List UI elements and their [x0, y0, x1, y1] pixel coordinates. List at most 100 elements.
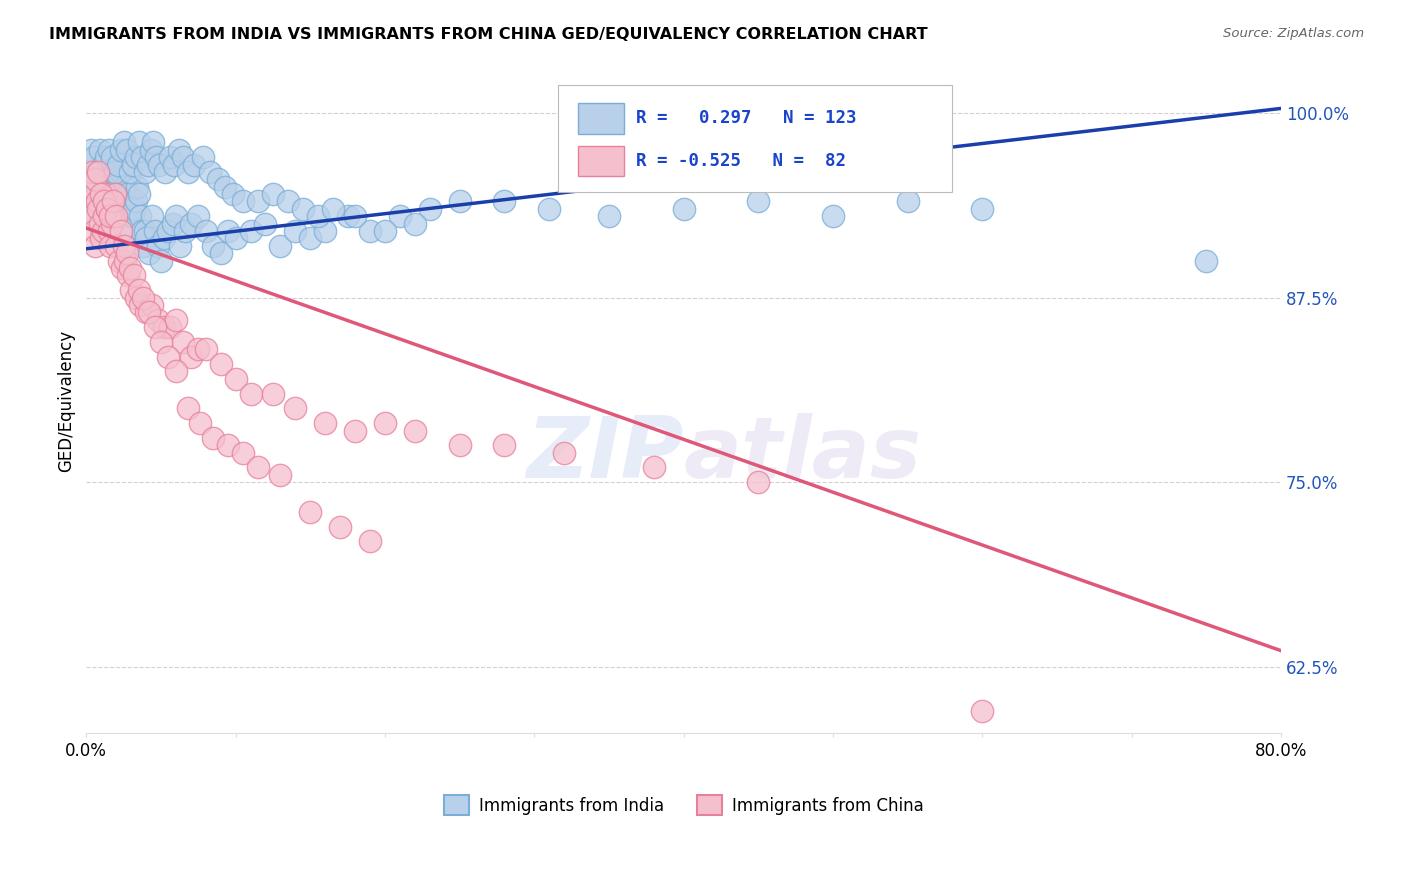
Point: [247, 194, 270, 209]
Point: [177, 401, 200, 416]
Point: [322, 202, 344, 216]
Point: [104, 194, 127, 209]
Point: [122, 202, 145, 216]
Point: [97, 143, 120, 157]
Point: [449, 438, 471, 452]
Point: [138, 246, 160, 260]
Point: [169, 239, 191, 253]
Point: [96, 165, 118, 179]
Point: [138, 305, 160, 319]
Point: [217, 438, 239, 452]
Point: [207, 172, 229, 186]
Point: [494, 438, 516, 452]
Point: [124, 291, 146, 305]
Text: IMMIGRANTS FROM INDIA VS IMMIGRANTS FROM CHINA GED/EQUIVALENCY CORRELATION CHART: IMMIGRANTS FROM INDIA VS IMMIGRANTS FROM…: [49, 27, 928, 42]
Point: [202, 431, 225, 445]
Point: [672, 202, 695, 216]
Point: [82, 209, 104, 223]
Point: [134, 224, 156, 238]
Point: [129, 298, 152, 312]
Point: [165, 364, 187, 378]
Point: [128, 187, 150, 202]
Point: [359, 534, 381, 549]
Point: [117, 209, 139, 223]
Point: [232, 445, 254, 459]
Point: [105, 209, 128, 223]
Point: [114, 253, 136, 268]
Point: [90, 224, 112, 238]
Point: [141, 209, 163, 223]
FancyBboxPatch shape: [558, 85, 952, 192]
Point: [336, 209, 359, 223]
Point: [194, 343, 217, 357]
Point: [112, 136, 135, 150]
Text: ZIP: ZIP: [526, 413, 683, 496]
Point: [82, 165, 104, 179]
Text: Source: ZipAtlas.com: Source: ZipAtlas.com: [1223, 27, 1364, 40]
Point: [972, 202, 994, 216]
Point: [643, 460, 665, 475]
Point: [187, 209, 209, 223]
Point: [598, 209, 620, 223]
Point: [202, 239, 225, 253]
Point: [269, 467, 291, 482]
Point: [94, 194, 117, 209]
Point: [124, 150, 146, 164]
Point: [111, 194, 134, 209]
Point: [172, 150, 194, 164]
Point: [101, 194, 124, 209]
Point: [135, 305, 157, 319]
Point: [87, 165, 110, 179]
Point: [821, 209, 844, 223]
Point: [149, 334, 172, 349]
Point: [188, 416, 211, 430]
Point: [307, 209, 329, 223]
Point: [145, 150, 167, 164]
Point: [96, 202, 118, 216]
Point: [77, 194, 100, 209]
Point: [108, 172, 131, 186]
Point: [277, 194, 299, 209]
Point: [374, 224, 396, 238]
Point: [225, 231, 247, 245]
Point: [101, 209, 124, 223]
Point: [374, 416, 396, 430]
Point: [747, 194, 769, 209]
Point: [142, 136, 165, 150]
Point: [177, 165, 200, 179]
Point: [314, 416, 336, 430]
Point: [87, 165, 110, 179]
Point: [153, 320, 176, 334]
Point: [77, 194, 100, 209]
FancyBboxPatch shape: [578, 145, 624, 177]
Point: [299, 231, 322, 245]
Point: [284, 401, 307, 416]
Point: [131, 224, 153, 238]
Point: [419, 202, 441, 216]
Point: [118, 260, 141, 275]
Point: [98, 209, 121, 223]
Point: [163, 157, 186, 171]
Point: [143, 224, 166, 238]
Point: [139, 143, 162, 157]
Point: [100, 217, 122, 231]
Point: [221, 187, 243, 202]
Point: [149, 253, 172, 268]
Point: [118, 202, 141, 216]
Point: [83, 224, 105, 238]
Point: [82, 165, 104, 179]
Point: [114, 179, 136, 194]
Point: [344, 424, 367, 438]
Point: [115, 187, 138, 202]
Point: [232, 194, 254, 209]
Point: [93, 209, 115, 223]
Point: [86, 179, 108, 194]
Point: [90, 187, 112, 202]
Point: [100, 150, 122, 164]
Point: [180, 217, 202, 231]
Point: [165, 312, 187, 326]
Point: [269, 239, 291, 253]
Point: [84, 172, 107, 186]
Point: [100, 165, 122, 179]
Point: [314, 224, 336, 238]
